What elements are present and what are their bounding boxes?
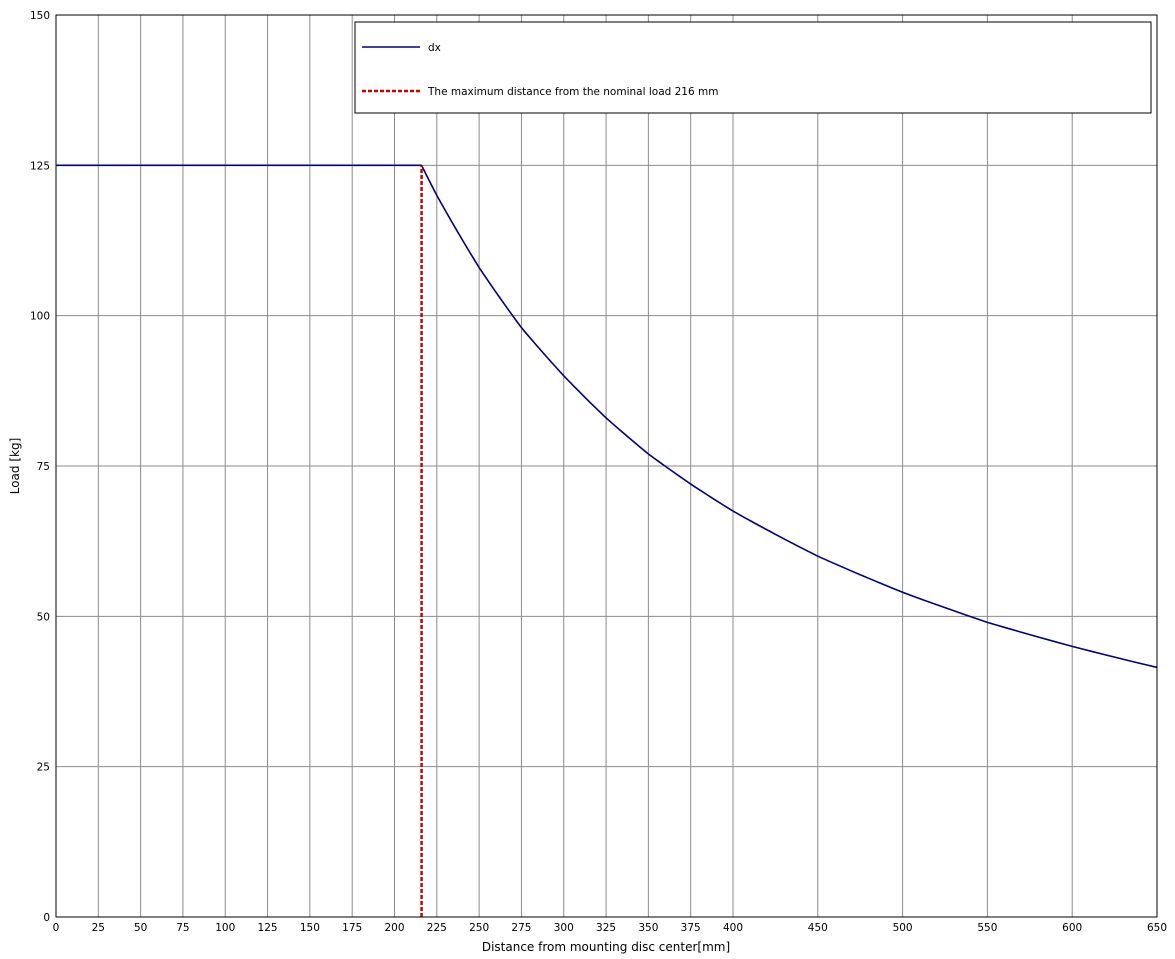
legend: dx The maximum distance from the nominal … xyxy=(354,21,1152,114)
x-tick-label: 400 xyxy=(723,922,743,934)
x-axis-ticks: 0 25 50 75 100 125 150 175 200 225 250 275 300 325 350… xyxy=(53,922,1167,934)
y-tick-label: 25 xyxy=(37,762,50,774)
x-tick-label: 25 xyxy=(92,922,105,934)
x-tick-label: 600 xyxy=(1062,922,1082,934)
x-tick-label: 250 xyxy=(469,922,489,934)
x-tick-label: 500 xyxy=(893,922,913,934)
y-tick-label: 0 xyxy=(43,912,50,924)
series-layer xyxy=(56,164,1158,917)
y-tick-label: 100 xyxy=(30,311,50,323)
y-tick-label: 150 xyxy=(30,10,50,22)
plot-frame xyxy=(55,14,1158,918)
x-tick-label: 75 xyxy=(176,922,189,934)
x-tick-label: 0 xyxy=(53,922,60,934)
y-axis-ticks: 0 25 50 75 100 125 150 xyxy=(30,10,50,924)
x-tick-label: 650 xyxy=(1147,922,1167,934)
x-tick-label: 325 xyxy=(596,922,616,934)
x-tick-label: 50 xyxy=(134,922,147,934)
x-tick-label: 350 xyxy=(638,922,658,934)
x-tick-label: 300 xyxy=(554,922,574,934)
x-tick-label: 275 xyxy=(511,922,531,934)
x-tick-label: 550 xyxy=(977,922,997,934)
y-axis-label: Load [kg] xyxy=(8,438,22,495)
x-tick-label: 100 xyxy=(215,922,235,934)
y-tick-label: 50 xyxy=(37,611,50,623)
x-tick-label: 150 xyxy=(300,922,320,934)
x-tick-label: 200 xyxy=(384,922,404,934)
x-axis-label: Distance from mounting disc center[mm] xyxy=(482,940,730,954)
legend-box xyxy=(354,21,1152,114)
x-tick-label: 225 xyxy=(427,922,447,934)
x-tick-label: 175 xyxy=(342,922,362,934)
x-tick-label: 375 xyxy=(681,922,701,934)
dx-series-line xyxy=(56,164,1158,669)
y-tick-label: 125 xyxy=(30,160,50,172)
y-tick-label: 75 xyxy=(37,461,50,473)
x-tick-label: 125 xyxy=(258,922,278,934)
x-tick-label: 450 xyxy=(808,922,828,934)
legend-label: dx xyxy=(428,42,441,54)
legend-label: The maximum distance from the nominal lo… xyxy=(427,86,718,98)
